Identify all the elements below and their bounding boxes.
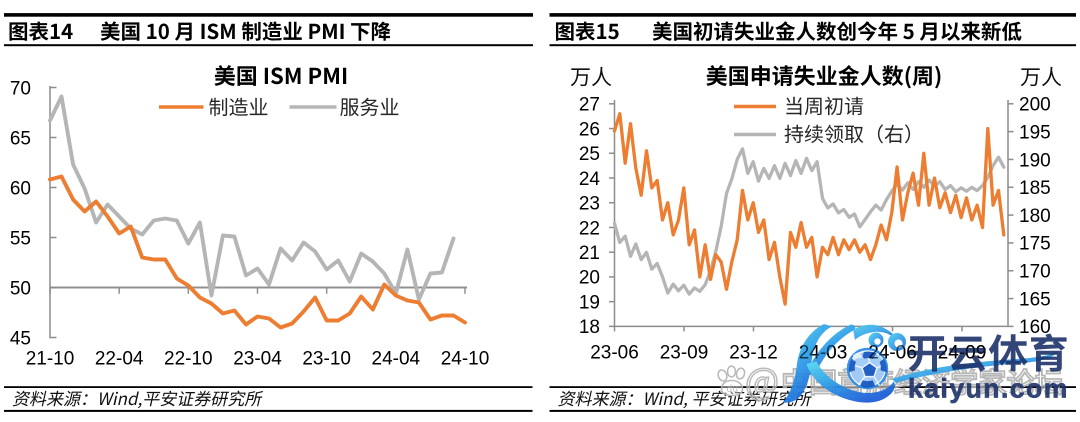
svg-text:22: 22: [579, 218, 600, 239]
svg-text:kaiyun.com: kaiyun.com: [908, 374, 1069, 404]
svg-text:45: 45: [10, 328, 31, 349]
svg-text:23-10: 23-10: [302, 349, 351, 370]
svg-text:18: 18: [579, 317, 600, 338]
svg-text:70: 70: [10, 78, 31, 99]
svg-text:60: 60: [10, 178, 31, 199]
svg-text:24-09: 24-09: [938, 343, 987, 364]
svg-text:27: 27: [579, 95, 600, 116]
svg-text:22-04: 22-04: [95, 349, 144, 370]
svg-text:24-06: 24-06: [868, 343, 917, 364]
svg-text:180: 180: [1019, 206, 1051, 227]
svg-text:23-04: 23-04: [233, 349, 282, 370]
svg-text:21-10: 21-10: [26, 349, 75, 370]
svg-text:23-09: 23-09: [660, 343, 709, 364]
svg-text:23: 23: [579, 194, 600, 215]
svg-text:23-06: 23-06: [590, 343, 639, 364]
svg-text:24-10: 24-10: [441, 349, 490, 370]
svg-text:200: 200: [1019, 95, 1051, 116]
svg-text:55: 55: [10, 228, 31, 249]
svg-text:22-10: 22-10: [164, 349, 213, 370]
svg-text:175: 175: [1019, 234, 1051, 255]
svg-text:26: 26: [579, 119, 600, 140]
svg-text:25: 25: [579, 144, 600, 165]
svg-text:195: 195: [1019, 122, 1051, 143]
svg-text:185: 185: [1019, 178, 1051, 199]
svg-text:24-03: 24-03: [799, 343, 848, 364]
svg-text:65: 65: [10, 128, 31, 149]
svg-text:23-12: 23-12: [729, 343, 778, 364]
svg-text:170: 170: [1019, 262, 1051, 283]
svg-text:190: 190: [1019, 150, 1051, 171]
svg-text:19: 19: [579, 292, 600, 313]
svg-text:21: 21: [579, 243, 600, 264]
svg-text:24: 24: [579, 169, 601, 190]
svg-text:24-04: 24-04: [372, 349, 421, 370]
svg-text:20: 20: [579, 268, 600, 289]
svg-text:160: 160: [1019, 317, 1051, 338]
svg-text:50: 50: [10, 278, 31, 299]
svg-text:165: 165: [1019, 289, 1051, 310]
